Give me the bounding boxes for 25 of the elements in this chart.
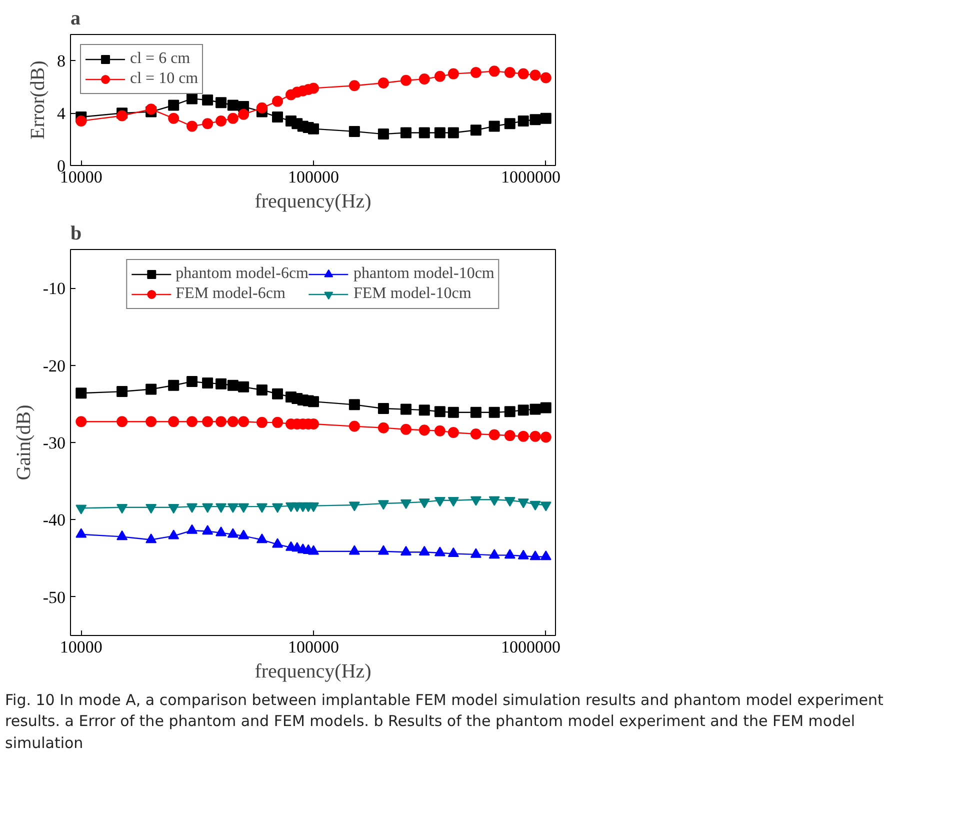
legend-label: FEM model-6cm: [176, 285, 286, 303]
y-tick-label: -20: [42, 356, 66, 376]
x-axis-title: frequency(Hz): [254, 660, 372, 682]
x-tick-label: 100000: [288, 168, 340, 186]
x-tick-label: 100000: [288, 638, 340, 656]
legend-label: phantom model-10cm: [354, 265, 494, 283]
chart-title: a: [70, 8, 80, 30]
x-tick-label: 1000000: [501, 638, 560, 656]
y-axis-title: Error(dB): [27, 60, 49, 140]
caption: Fig. 10 In mode A, a comparison between implantable FEM model simulation results and phantom model experiment results. a Error of the phantom and FEM models. b Results of the phantom model experiment and the FEM model simulation: [5, 690, 884, 754]
y-tick-label: -10: [42, 279, 66, 298]
legend-label: cl = 10 cm: [130, 70, 198, 88]
chart-title: b: [70, 222, 82, 244]
y-tick-label: -30: [42, 434, 66, 452]
legend-label: FEM model-10cm: [354, 285, 472, 303]
y-axis-title: Gain(dB): [12, 404, 35, 480]
y-tick-label: 8: [57, 52, 66, 71]
y-tick-label: -50: [42, 588, 66, 607]
x-tick-label: 1000000: [501, 168, 560, 186]
y-tick-label: 4: [57, 104, 66, 124]
x-axis-title: frequency(Hz): [254, 190, 372, 212]
y-tick-label: -40: [42, 510, 66, 530]
legend-label: phantom model-6cm: [176, 265, 308, 283]
legend-label: cl = 6 cm: [130, 50, 190, 68]
x-tick-label: 10000: [60, 638, 102, 656]
